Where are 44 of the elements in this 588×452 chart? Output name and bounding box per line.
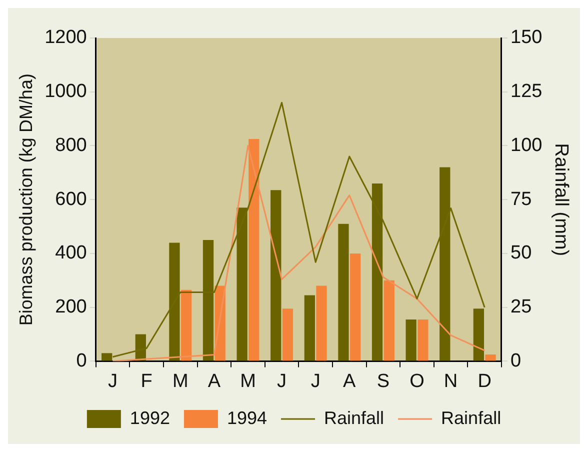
bar [406, 319, 416, 361]
x-tick-label: M [240, 370, 256, 392]
y2-tick-label: 0 [510, 350, 522, 372]
y-tick-label: 400 [55, 242, 87, 264]
y2-tick-label: 75 [510, 188, 532, 210]
x-tick-label: J [108, 370, 118, 392]
y-tick-label: 0 [76, 350, 87, 372]
y2-tick-label: 25 [510, 296, 532, 318]
y-tick-label: 1200 [44, 27, 87, 48]
x-tick-label: S [376, 370, 390, 392]
x-tick-label: N [444, 370, 458, 392]
legend-label: Rainfall [441, 408, 502, 428]
bar [350, 253, 361, 361]
x-tick-label: O [410, 370, 424, 392]
bar [282, 308, 294, 361]
bar [316, 286, 327, 361]
bar [248, 139, 260, 361]
x-tick-label: J [310, 370, 320, 392]
legend-label: Rainfall [324, 408, 384, 428]
y-tick-label: 600 [55, 188, 87, 210]
y-axis-title: Biomass production (kg DM/ha) [16, 74, 36, 326]
y2-tick-label: 125 [510, 81, 542, 102]
x-tick-label: A [343, 370, 356, 392]
y-tick-label: 1000 [44, 81, 87, 102]
y2-tick-label: 50 [510, 242, 532, 264]
bar [338, 224, 349, 361]
x-tick-label: F [140, 370, 152, 392]
x-tick-label: A [208, 370, 221, 392]
y-tick-label: 800 [55, 134, 87, 156]
y2-tick-label: 100 [510, 134, 542, 156]
legend-label: 1994 [226, 408, 268, 428]
x-tick-label: M [172, 370, 188, 392]
y2-axis-title: Rainfall (mm) [550, 143, 572, 256]
legend-label: 1992 [130, 408, 170, 428]
y-tick-label: 200 [55, 296, 87, 318]
bar [485, 354, 496, 361]
bar [270, 190, 282, 361]
x-tick-label: J [277, 370, 287, 392]
bar [180, 290, 192, 361]
y2-tick-label: 150 [510, 27, 542, 48]
bar [418, 319, 428, 361]
bar [304, 295, 315, 361]
bar [384, 280, 394, 361]
x-tick-label: D [478, 370, 492, 392]
